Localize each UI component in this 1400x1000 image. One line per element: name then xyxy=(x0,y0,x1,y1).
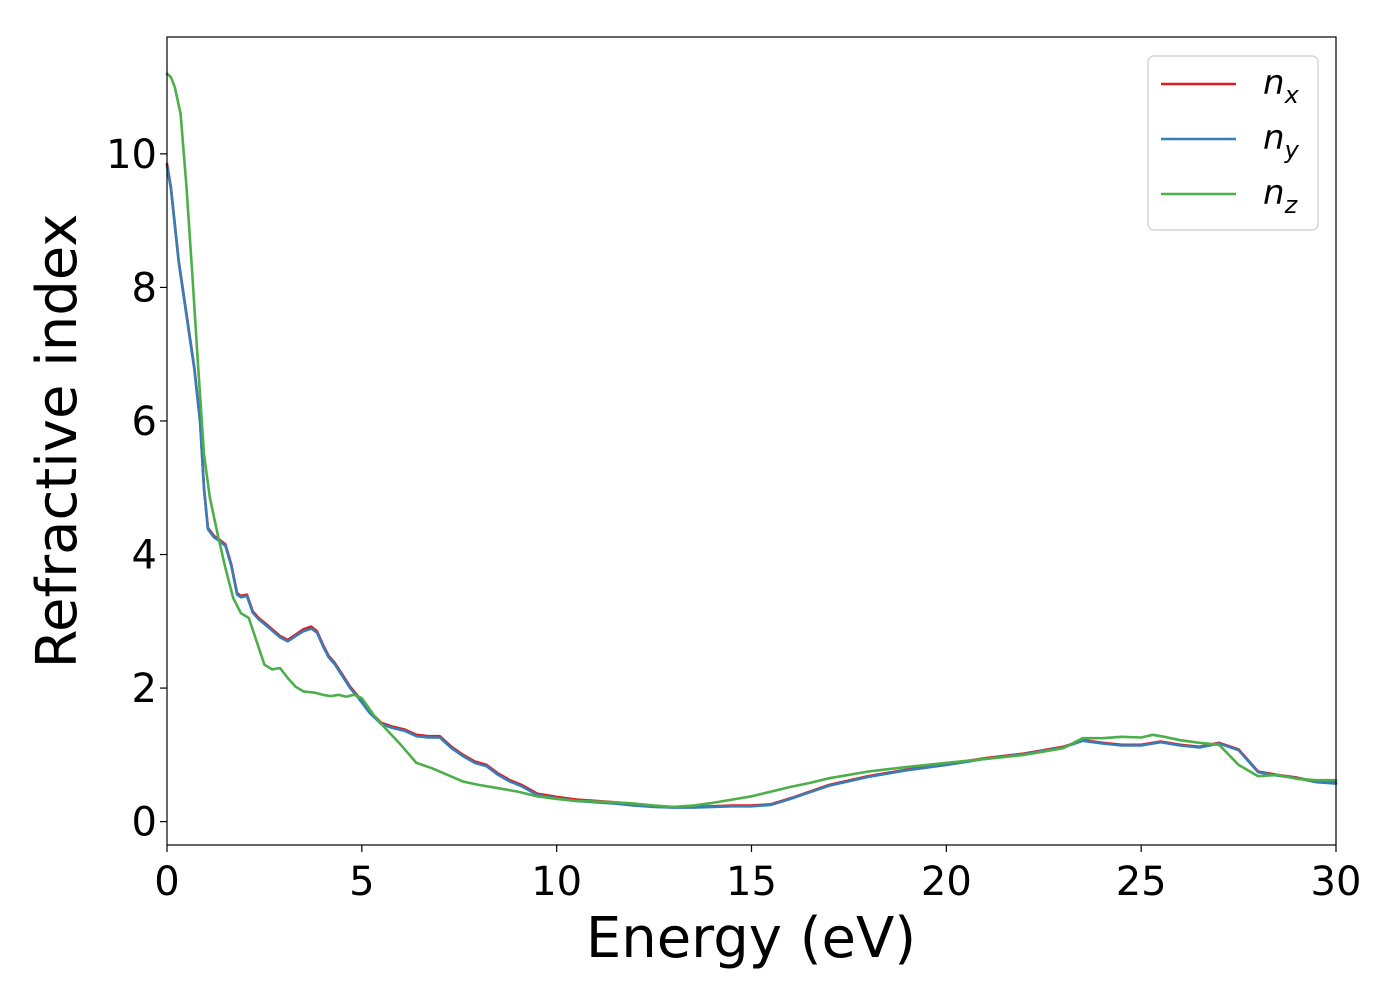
legend-label-z: nz xyxy=(1263,173,1299,219)
y-tick-label: 6 xyxy=(132,399,157,445)
series-line-y xyxy=(165,164,1338,809)
legend-label-x: nx xyxy=(1263,63,1300,109)
y-tick-label: 4 xyxy=(132,533,157,579)
legend-label-base: n xyxy=(1263,173,1285,213)
x-tick-label: 30 xyxy=(1311,859,1362,905)
y-tick-label: 10 xyxy=(106,132,157,178)
y-tick-label: 2 xyxy=(132,666,157,712)
legend-label-base: n xyxy=(1263,118,1285,158)
y-axis: 0 2 4 6 8 10 xyxy=(106,132,167,846)
x-axis-title: Energy (eV) xyxy=(586,906,916,971)
x-tick-label: 15 xyxy=(726,859,777,905)
legend-label-subscript: z xyxy=(1284,191,1299,219)
x-tick-label: 0 xyxy=(154,859,179,905)
legend-label-subscript: y xyxy=(1284,136,1300,164)
legend-label-base: n xyxy=(1263,63,1285,103)
x-tick-label: 5 xyxy=(349,859,374,905)
series-layer xyxy=(165,72,1338,809)
legend-box xyxy=(1147,55,1319,231)
x-tick-label: 10 xyxy=(531,859,582,905)
y-tick-label: 0 xyxy=(132,800,157,846)
x-axis: 0 5 10 15 20 25 30 xyxy=(154,845,1361,905)
series-line-z xyxy=(165,72,1338,809)
y-axis-title: Refractive index xyxy=(25,214,90,669)
y-tick-label: 8 xyxy=(132,265,157,311)
legend-label-y: ny xyxy=(1263,118,1300,164)
legend-label-subscript: x xyxy=(1284,81,1300,109)
x-tick-label: 20 xyxy=(921,859,972,905)
x-tick-label: 25 xyxy=(1116,859,1167,905)
